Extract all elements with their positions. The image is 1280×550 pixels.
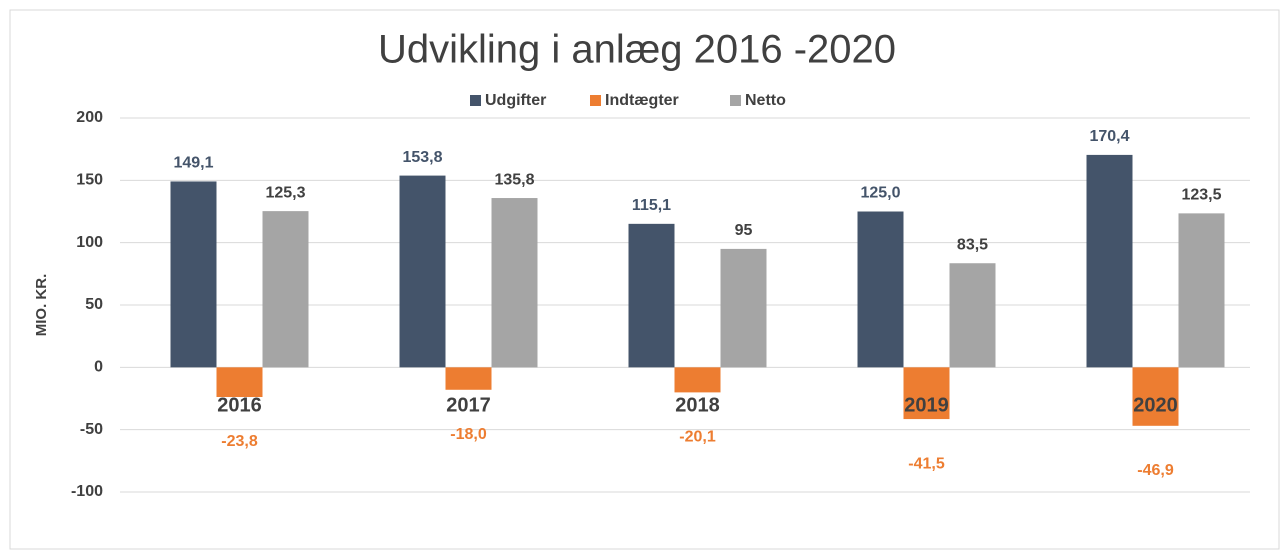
x-tick-label: 2016 (217, 395, 262, 417)
data-label: 135,8 (494, 171, 534, 188)
bar (903, 367, 950, 420)
x-tick-label: 2019 (904, 395, 949, 417)
bar (720, 248, 767, 368)
y-tick-label: 0 (94, 359, 103, 376)
chart-title: Udvikling i anlæg 2016 -2020 (378, 28, 896, 72)
y-axis-label: MIO. KR. (33, 274, 50, 337)
y-tick-label: 200 (76, 109, 103, 126)
data-label: -18,0 (450, 426, 487, 443)
bar (857, 211, 904, 368)
x-tick-label: 2020 (1133, 395, 1178, 417)
data-label: -41,5 (908, 455, 945, 472)
y-tick-label: -50 (80, 421, 103, 438)
data-label: -20,1 (679, 429, 716, 446)
data-label: 125,0 (860, 185, 900, 202)
data-label: 125,3 (265, 184, 305, 201)
legend-swatch (590, 95, 601, 106)
data-label: 153,8 (402, 149, 442, 166)
bar (1178, 213, 1225, 368)
bar (399, 175, 446, 368)
bar (262, 211, 309, 368)
y-tick-label: 100 (76, 234, 103, 251)
bar (1086, 154, 1133, 368)
bar (674, 367, 721, 393)
bar (445, 367, 492, 390)
legend-swatch (470, 95, 481, 106)
y-tick-label: -100 (71, 483, 103, 500)
y-tick-label: 50 (85, 296, 103, 313)
data-label: 115,1 (632, 197, 671, 214)
legend-label: Indtægter (605, 92, 679, 109)
bar (628, 223, 675, 368)
data-label: -23,8 (221, 433, 258, 450)
data-label: 95 (735, 222, 753, 239)
data-label: 123,5 (1181, 187, 1221, 204)
bar (949, 263, 996, 368)
bar (170, 181, 217, 368)
x-tick-label: 2017 (446, 395, 491, 417)
data-label: -46,9 (1137, 462, 1174, 479)
bar (216, 367, 263, 398)
data-label: 83,5 (957, 236, 988, 253)
data-label: 170,4 (1089, 128, 1129, 145)
bar (491, 198, 538, 368)
legend-label: Udgifter (485, 92, 546, 109)
y-tick-label: 150 (76, 172, 103, 189)
legend-label: Netto (745, 92, 786, 109)
data-label: 149,1 (173, 155, 213, 172)
x-tick-label: 2018 (675, 395, 720, 417)
bar (1132, 367, 1179, 426)
legend-swatch (730, 95, 741, 106)
